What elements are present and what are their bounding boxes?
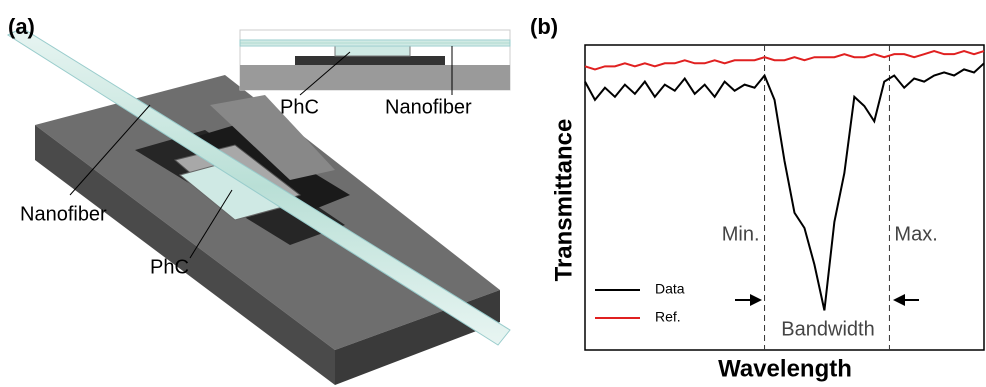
y-axis-label: Transmittance [550, 119, 577, 282]
panel-label: (b) [530, 14, 558, 39]
illustration [6, 27, 511, 385]
x-axis-label: Wavelength [718, 355, 852, 382]
plot-frame [584, 44, 985, 351]
data-line [584, 50, 985, 71]
bandwidth-label: Bandwidth [781, 318, 874, 340]
annotation: Max. [894, 223, 937, 245]
inset-label: PhC [280, 96, 319, 118]
panel-label: (a) [8, 14, 35, 39]
arrow-head [750, 294, 762, 306]
annotation: Min. [722, 223, 760, 245]
label: PhC [150, 256, 189, 278]
arrow-head [893, 294, 905, 306]
inset-label: Nanofiber [385, 96, 472, 118]
legend-label: Ref. [655, 309, 681, 325]
data-line [584, 62, 985, 311]
legend-label: Data [655, 281, 685, 297]
label: Nanofiber [20, 203, 107, 225]
